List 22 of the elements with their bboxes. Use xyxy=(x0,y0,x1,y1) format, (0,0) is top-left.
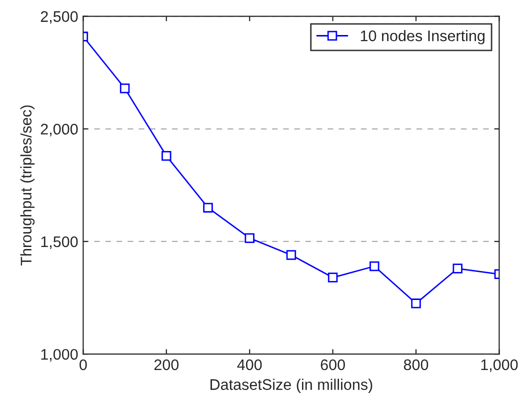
legend-label: 10 nodes Inserting xyxy=(360,30,484,44)
point xyxy=(286,250,296,260)
x-tick-label: 400 xyxy=(237,359,262,370)
point xyxy=(244,233,254,243)
x-tick-label: 800 xyxy=(404,359,428,370)
point xyxy=(452,264,462,274)
y-tick-label: 1,000 xyxy=(41,348,78,362)
point xyxy=(328,272,338,282)
x-tick-label: 1,000 xyxy=(481,359,518,372)
x-tick-label: 200 xyxy=(154,359,179,370)
y-axis-title: Throughput (triples/sec) xyxy=(20,105,35,266)
point xyxy=(370,261,380,272)
x-axis-title: DatasetSize (in millions) xyxy=(210,378,372,393)
x-tick-label: 600 xyxy=(320,359,345,370)
point xyxy=(162,151,172,161)
point xyxy=(411,298,421,308)
y-tick-label: 2,000 xyxy=(40,124,78,136)
y-tick-label: 2,500 xyxy=(40,11,78,24)
point xyxy=(203,202,213,213)
y-tick-label: 1,500 xyxy=(41,236,78,249)
point xyxy=(120,83,130,94)
x-tick-label: 0 xyxy=(80,359,87,370)
